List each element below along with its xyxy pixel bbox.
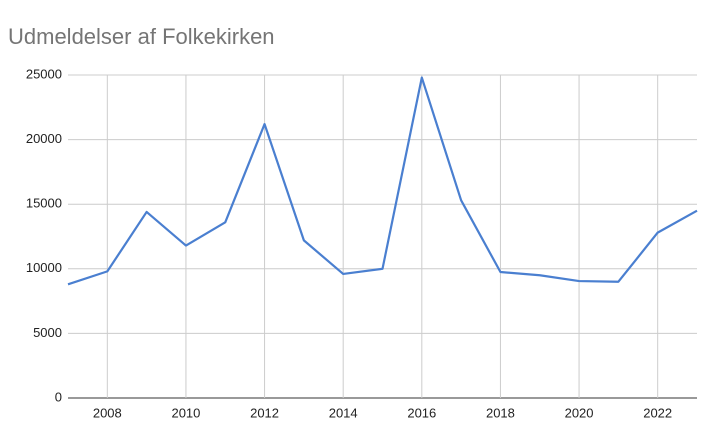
chart-title: Udmeldelser af Folkekirken <box>8 24 275 49</box>
x-tick-label: 2018 <box>486 405 515 420</box>
x-tick-label: 2010 <box>171 405 200 420</box>
x-tick-label: 2020 <box>565 405 594 420</box>
x-tick-label: 2014 <box>329 405 358 420</box>
y-tick-label: 0 <box>55 389 62 404</box>
y-tick-label: 10000 <box>26 260 62 275</box>
y-tick-label: 15000 <box>26 196 62 211</box>
x-tick-label: 2016 <box>407 405 436 420</box>
x-tick-label: 2022 <box>643 405 672 420</box>
line-series <box>67 76 698 286</box>
y-tick-label: 5000 <box>33 325 62 340</box>
x-tick-label: 2008 <box>93 405 122 420</box>
x-tick-label: 2012 <box>250 405 279 420</box>
y-tick-label: 25000 <box>26 66 62 81</box>
y-tick-label: 20000 <box>26 131 62 146</box>
